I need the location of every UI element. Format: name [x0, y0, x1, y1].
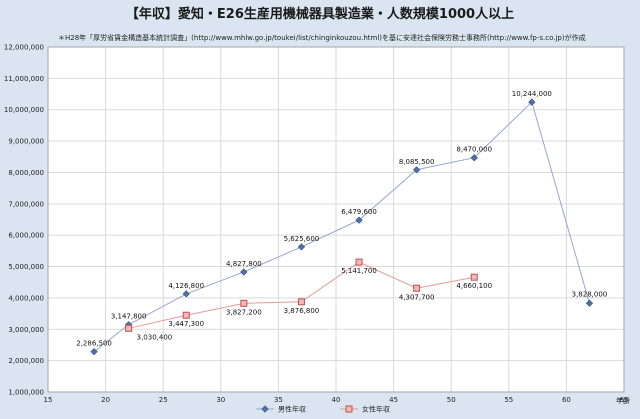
- male-point: [413, 166, 421, 174]
- male-point: [585, 299, 594, 307]
- y-tick-label: 6,000,000: [8, 232, 44, 240]
- x-tick-label: 35: [274, 396, 283, 404]
- male-point: [261, 405, 269, 413]
- female-data-label: 5,141,700: [341, 267, 377, 275]
- data-labels: 2,286,500 3,147,800 4,126,800 4,827,800 5,62…: [76, 90, 607, 348]
- female-data-label: 4,660,100: [456, 282, 492, 290]
- legend: 男性年収 女性年収: [256, 405, 390, 414]
- female-point: [345, 405, 353, 413]
- male-data-label: 3,828,000: [572, 290, 608, 298]
- female-data-label: 3,030,400: [137, 333, 173, 341]
- male-point: [470, 154, 478, 162]
- x-tick-label: 25: [159, 396, 168, 404]
- male-data-label: 2,286,500: [76, 340, 112, 348]
- male-data-label: 3,147,800: [111, 313, 147, 321]
- x-tick-label: 65: [620, 396, 629, 404]
- male-series-line: [93, 101, 590, 353]
- male-data-label: 4,827,800: [226, 260, 262, 268]
- y-tick-label: 4,000,000: [8, 294, 44, 302]
- female-point: [182, 311, 190, 319]
- y-tick-label: 7,000,000: [8, 200, 44, 208]
- x-tick-label: 20: [101, 396, 110, 404]
- legend-label: 女性年収: [362, 405, 390, 414]
- x-tick-label: 55: [504, 396, 513, 404]
- y-tick-label: 1,000,000: [8, 389, 44, 397]
- male-point: [297, 243, 306, 251]
- axes: 1,000,000 2,000,000 3,000,000 4,000,000 5,00…: [4, 44, 629, 405]
- x-axis-title: 年齢: [616, 396, 630, 405]
- female-point: [125, 324, 133, 332]
- plot-border: [47, 46, 625, 393]
- female-data-label: 3,827,200: [226, 308, 262, 316]
- y-tick-label: 8,000,000: [8, 169, 44, 177]
- y-tick-label: 10,000,000: [4, 106, 44, 114]
- x-tick-label: 60: [562, 396, 571, 404]
- y-tick-label: 2,000,000: [8, 357, 44, 365]
- female-point: [240, 299, 248, 307]
- x-tick-label: 50: [447, 396, 456, 404]
- y-tick-label: 9,000,000: [8, 138, 44, 146]
- y-tick-label: 5,000,000: [8, 263, 44, 271]
- female-data-label: 3,447,300: [168, 320, 204, 328]
- male-point: [528, 98, 536, 106]
- male-data-label: 5,625,600: [284, 235, 320, 243]
- x-tick-label: 30: [216, 396, 225, 404]
- female-point: [413, 284, 421, 292]
- female-point: [355, 258, 363, 266]
- male-data-label: 8,470,000: [456, 146, 492, 154]
- female-data-label: 3,876,800: [284, 307, 320, 315]
- male-data-label: 8,085,500: [399, 158, 435, 166]
- male-data-label: 6,479,600: [341, 208, 377, 216]
- chart-title: 【年収】愛知・E26生産用機械器具製造業・人数規模1000人以上: [126, 6, 514, 22]
- chart-subtitle: ＊H28年「厚労省賃金構造基本統計調査」(http://www.mhlw.go.…: [58, 33, 586, 42]
- y-tick-label: 12,000,000: [4, 44, 44, 52]
- x-tick-label: 45: [389, 396, 398, 404]
- male-data-label: 4,126,800: [168, 282, 204, 290]
- series-layer: [90, 98, 594, 356]
- y-tick-label: 11,000,000: [4, 75, 44, 83]
- legend-label: 男性年収: [278, 405, 306, 414]
- x-tick-label: 15: [44, 396, 53, 404]
- y-tick-label: 3,000,000: [8, 326, 44, 334]
- x-tick-label: 40: [332, 396, 341, 404]
- female-data-label: 4,307,700: [399, 293, 435, 301]
- male-data-label: 10,244,000: [512, 90, 552, 98]
- male-point: [90, 348, 98, 356]
- male-point: [240, 268, 248, 276]
- female-point: [470, 273, 478, 281]
- female-point: [297, 298, 305, 306]
- male-point: [182, 290, 190, 298]
- male-point: [355, 216, 363, 224]
